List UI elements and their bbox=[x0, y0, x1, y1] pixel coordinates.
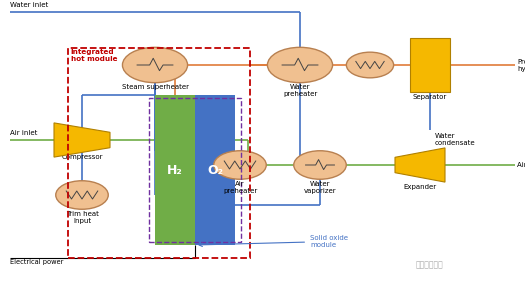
Bar bbox=[155, 95, 195, 245]
Circle shape bbox=[294, 151, 346, 179]
Text: Air exhaust: Air exhaust bbox=[517, 162, 525, 168]
Text: Product
hydrogen: Product hydrogen bbox=[517, 58, 525, 72]
Text: Air inlet: Air inlet bbox=[10, 130, 37, 136]
Text: Electrical power: Electrical power bbox=[10, 259, 64, 265]
Text: Separator: Separator bbox=[413, 93, 447, 99]
Text: Water
condensate: Water condensate bbox=[435, 133, 476, 146]
Circle shape bbox=[56, 181, 108, 209]
Text: Steam superheater: Steam superheater bbox=[121, 84, 188, 90]
Text: Air
preheater: Air preheater bbox=[223, 181, 257, 194]
Text: H₂: H₂ bbox=[167, 164, 183, 176]
Circle shape bbox=[267, 47, 332, 83]
Polygon shape bbox=[54, 123, 110, 157]
Text: Water inlet: Water inlet bbox=[10, 2, 48, 8]
Text: Water
vaporizer: Water vaporizer bbox=[303, 181, 337, 194]
Bar bbox=[195, 95, 235, 245]
Bar bbox=[410, 38, 450, 92]
Circle shape bbox=[214, 151, 266, 179]
Text: 艾邦氢科技网: 艾邦氢科技网 bbox=[416, 260, 444, 270]
Text: Compressor: Compressor bbox=[61, 154, 103, 160]
Text: Expander: Expander bbox=[403, 184, 437, 190]
Text: Solid oxide
module: Solid oxide module bbox=[199, 235, 348, 248]
Polygon shape bbox=[395, 148, 445, 182]
Text: O₂: O₂ bbox=[207, 164, 223, 176]
Circle shape bbox=[346, 52, 394, 78]
Text: Water
preheater: Water preheater bbox=[283, 84, 317, 97]
Circle shape bbox=[122, 47, 187, 83]
Text: Integrated
hot module: Integrated hot module bbox=[71, 49, 117, 62]
Text: Trim heat
Input: Trim heat Input bbox=[66, 211, 99, 224]
